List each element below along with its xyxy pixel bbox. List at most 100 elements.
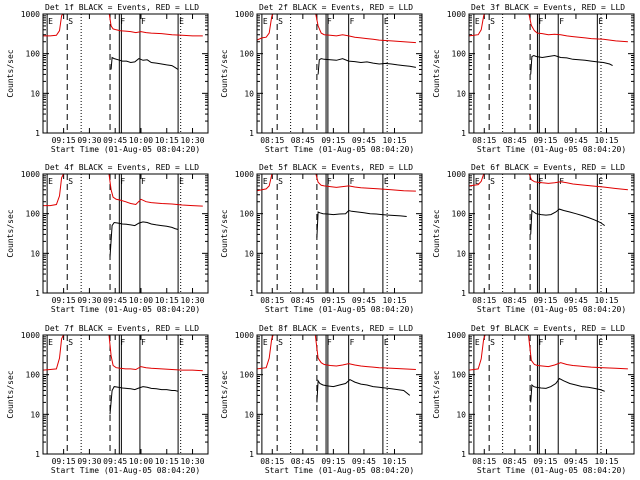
- panel-frame: [42, 334, 209, 455]
- y-axis-label: Counts/sec: [432, 49, 441, 97]
- y-tick-label: 1: [461, 289, 466, 298]
- x-tick-label: 10:15: [594, 457, 618, 466]
- events-series-line: [109, 386, 179, 415]
- x-tick-label: 09:15: [52, 296, 76, 305]
- x-tick-label: 08:15: [472, 136, 496, 145]
- detector-panel: Det 6f BLACK = Events, RED = LLD 1 10 100 10…: [432, 163, 635, 314]
- lld-series-line: [257, 174, 416, 192]
- x-tick-label: 09:15: [533, 457, 557, 466]
- y-tick-label: 10: [456, 89, 466, 98]
- x-tick-label: 08:15: [260, 296, 284, 305]
- y-tick-label: 100: [26, 210, 41, 219]
- lld-series-line: [257, 335, 416, 370]
- x-tick-label: 09:30: [77, 136, 101, 145]
- panel-title: Det 7f BLACK = Events, RED = LLD: [45, 324, 199, 333]
- x-tick-label: 09:45: [564, 457, 588, 466]
- y-tick-label: 1000: [235, 10, 254, 19]
- x-axis-label: Start Time (01-Aug-05 08:04:20): [51, 466, 200, 475]
- y-tick-label: 1000: [21, 170, 40, 179]
- x-tick-label: 09:15: [52, 457, 76, 466]
- x-tick-label: 09:45: [103, 136, 127, 145]
- time-marker-label: F: [327, 177, 332, 186]
- panel-frame: [468, 13, 635, 134]
- events-series-line: [317, 58, 416, 75]
- y-axis-label: Counts/sec: [220, 49, 229, 97]
- x-axis-label: Start Time (01-Aug-05 08:04:20): [477, 466, 626, 475]
- time-marker-label: E: [179, 177, 184, 186]
- time-marker-label: S: [278, 177, 283, 186]
- x-axis-label: Start Time (01-Aug-05 08:04:20): [477, 145, 626, 154]
- y-tick-label: 10: [244, 249, 254, 258]
- y-tick-label: 1000: [447, 170, 466, 179]
- time-marker-label: E: [384, 338, 389, 347]
- detector-panel: Det 9f BLACK = Events, RED = LLD 1 10 100 10…: [432, 324, 635, 475]
- time-marker-label: F: [350, 177, 355, 186]
- events-series-line: [109, 221, 179, 258]
- x-tick-label: 09:45: [352, 296, 376, 305]
- time-marker-label: F: [141, 177, 146, 186]
- time-marker-label: F: [350, 17, 355, 26]
- x-tick-label: 09:45: [103, 296, 127, 305]
- x-tick-label: 09:30: [77, 457, 101, 466]
- x-axis-label: Start Time (01-Aug-05 08:04:20): [265, 305, 414, 314]
- time-marker-label: E: [475, 338, 480, 347]
- time-marker-label: E: [598, 17, 603, 26]
- x-tick-label: 10:00: [129, 457, 153, 466]
- time-marker-label: S: [490, 177, 495, 186]
- x-tick-label: 08:15: [472, 457, 496, 466]
- x-axis-label: Start Time (01-Aug-05 08:04:20): [477, 305, 626, 314]
- x-tick-label: 10:30: [180, 457, 204, 466]
- y-tick-label: 10: [30, 249, 40, 258]
- time-marker-label: F: [559, 338, 564, 347]
- y-tick-label: 10: [244, 89, 254, 98]
- time-marker-label: F: [327, 338, 332, 347]
- y-tick-label: 1000: [235, 170, 254, 179]
- x-tick-label: 09:45: [564, 136, 588, 145]
- y-tick-label: 1: [35, 450, 40, 459]
- detector-panel: Det 1f BLACK = Events, RED = LLD 1 10 100 10…: [6, 3, 209, 154]
- x-tick-label: 10:15: [155, 457, 179, 466]
- y-tick-label: 10: [456, 249, 466, 258]
- y-tick-label: 100: [26, 371, 41, 380]
- time-marker-label: F: [327, 17, 332, 26]
- time-marker-label: F: [120, 17, 125, 26]
- y-tick-label: 100: [452, 210, 467, 219]
- time-marker-label: E: [384, 17, 389, 26]
- y-tick-label: 1000: [447, 331, 466, 340]
- time-marker-label: E: [475, 177, 480, 186]
- x-tick-label: 09:15: [321, 296, 345, 305]
- y-tick-label: 1000: [235, 331, 254, 340]
- lld-series-line: [43, 174, 203, 207]
- y-tick-label: 100: [240, 371, 255, 380]
- x-tick-label: 08:45: [291, 457, 315, 466]
- x-tick-label: 08:45: [291, 136, 315, 145]
- y-tick-label: 1: [35, 289, 40, 298]
- x-tick-label: 08:45: [503, 457, 527, 466]
- time-marker-label: E: [263, 17, 268, 26]
- time-marker-label: E: [263, 177, 268, 186]
- x-tick-label: 10:30: [180, 136, 204, 145]
- lld-series-line: [469, 174, 628, 191]
- detector-panel: Det 3f BLACK = Events, RED = LLD 1 10 100 10…: [432, 3, 635, 154]
- panel-frame: [42, 13, 209, 134]
- y-tick-label: 10: [244, 410, 254, 419]
- panel-title: Det 4f BLACK = Events, RED = LLD: [45, 163, 199, 172]
- y-tick-label: 100: [26, 50, 41, 59]
- x-tick-label: 09:30: [77, 296, 101, 305]
- lld-series-line: [43, 335, 203, 372]
- events-series-line: [530, 377, 605, 403]
- lld-series-line: [43, 14, 203, 37]
- time-marker-label: E: [263, 338, 268, 347]
- time-marker-label: E: [48, 17, 53, 26]
- x-tick-label: 10:15: [382, 296, 406, 305]
- time-marker-label: E: [48, 338, 53, 347]
- x-tick-label: 09:15: [321, 457, 345, 466]
- panel-title: Det 9f BLACK = Events, RED = LLD: [471, 324, 625, 333]
- time-marker-label: F: [538, 177, 543, 186]
- panel-frame: [256, 173, 423, 294]
- panel-frame: [42, 173, 209, 294]
- x-axis-label: Start Time (01-Aug-05 08:04:20): [265, 466, 414, 475]
- detector-panel: Det 2f BLACK = Events, RED = LLD 1 10 100 10…: [220, 3, 423, 154]
- y-tick-label: 1: [461, 450, 466, 459]
- time-marker-label: S: [490, 17, 495, 26]
